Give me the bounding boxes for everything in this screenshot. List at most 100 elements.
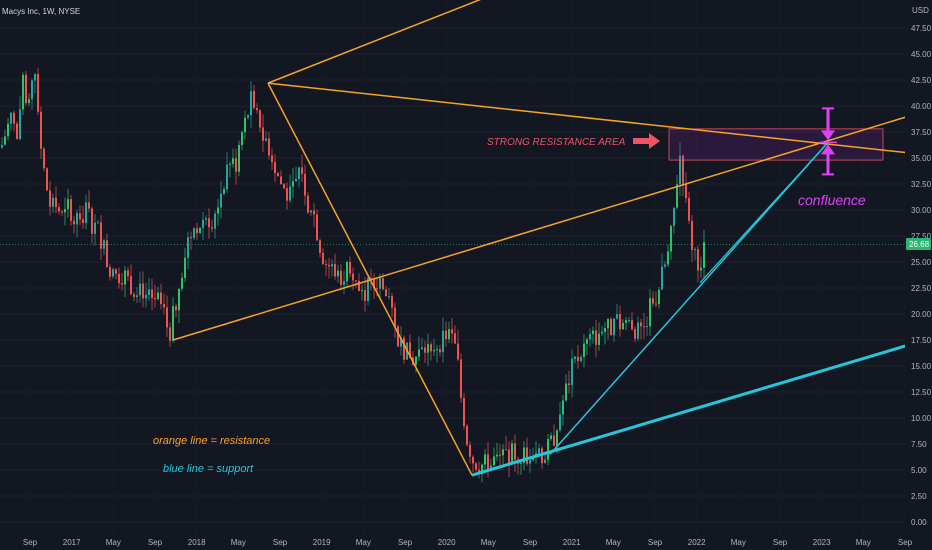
candle-down — [445, 330, 447, 340]
symbol-title[interactable]: Macys Inc, 1W, NYSE — [2, 7, 80, 16]
candle-down — [196, 228, 198, 234]
confluence-markers — [819, 107, 837, 176]
price-axis[interactable]: USD 0.00 2.50 5.00 7.50 10.00 12.50 15.00 17.50… — [905, 0, 932, 550]
candle-up — [583, 343, 585, 357]
candle-down — [88, 202, 90, 209]
y-tick-label: 30.00 — [911, 206, 932, 215]
candle-up — [136, 295, 138, 298]
y-tick-label: 35.00 — [911, 154, 932, 163]
candle-down — [469, 444, 471, 457]
candle-up — [565, 383, 567, 401]
candle-up — [379, 278, 381, 289]
candle-down — [46, 168, 48, 191]
candle-down — [16, 123, 18, 139]
x-tick-label: Sep — [523, 538, 538, 547]
candle-up — [7, 123, 9, 137]
candle-down — [397, 326, 399, 347]
candle-up — [586, 339, 588, 344]
candle-up — [337, 270, 339, 277]
candle-down — [466, 426, 468, 445]
x-tick-label: 2023 — [813, 538, 831, 547]
candle-up — [157, 292, 159, 300]
candle-up — [343, 281, 345, 285]
x-tick-label: Sep — [148, 538, 163, 547]
candle-up — [574, 356, 576, 359]
candle-down — [160, 292, 162, 305]
last-price-tag — [906, 238, 931, 250]
candle-up — [22, 74, 24, 110]
candle-up — [199, 227, 201, 234]
candle-down — [328, 264, 330, 267]
candle-down — [286, 188, 288, 201]
candle-down — [385, 289, 387, 297]
candle-up — [187, 237, 189, 258]
y-tick-label: 2.50 — [911, 492, 927, 501]
candle-up — [52, 197, 54, 207]
candle-down — [568, 383, 570, 386]
candle-down — [43, 148, 45, 169]
confluence-label: confluence — [798, 192, 866, 208]
candle-down — [655, 303, 657, 305]
candle-down — [391, 296, 393, 308]
candle-up — [400, 337, 402, 347]
candle-up — [10, 112, 12, 124]
candle-up — [4, 136, 6, 145]
candle-up — [31, 80, 33, 100]
candle-up — [490, 465, 492, 471]
resistance-line — [267, 82, 473, 476]
candle-down — [499, 454, 501, 456]
time-axis[interactable]: Sep 2017 May Sep 2018 May Sep 2019 May Sep 2020 May… — [0, 536, 913, 550]
candle-down — [262, 127, 264, 141]
candle-down — [49, 190, 51, 207]
candle-down — [577, 356, 579, 361]
candle-down — [430, 344, 432, 352]
candle-up — [616, 314, 618, 319]
candle-up — [673, 207, 675, 226]
candle-up — [229, 163, 231, 165]
candle-up — [562, 400, 564, 415]
candle-down — [109, 267, 111, 277]
x-tick-label: May — [856, 538, 871, 547]
candle-down — [376, 288, 378, 290]
candle-up — [193, 228, 195, 238]
candle-down — [463, 397, 465, 427]
candle-up — [520, 462, 522, 464]
grid — [0, 27, 905, 523]
x-tick-label: 2021 — [563, 538, 581, 547]
candle-up — [97, 222, 99, 224]
candle-up — [646, 326, 648, 328]
candle-down — [325, 263, 327, 265]
candle-down — [151, 289, 153, 299]
candle-up — [223, 189, 225, 194]
candle-up — [67, 199, 69, 210]
candle-up — [85, 202, 87, 223]
candle-up — [427, 344, 429, 353]
candle-up — [496, 454, 498, 457]
candle-down — [454, 333, 456, 344]
candle-down — [70, 199, 72, 221]
candle-up — [178, 288, 180, 311]
candle-up — [649, 298, 651, 327]
candle-up — [76, 213, 78, 225]
candle-up — [571, 358, 573, 386]
candle-up — [598, 333, 600, 345]
candle-up — [181, 277, 183, 289]
candle-up — [217, 207, 219, 214]
y-tick-label: 15.00 — [911, 362, 932, 371]
x-tick-label: 2018 — [188, 538, 206, 547]
candle-down — [37, 74, 39, 112]
y-tick-label: 12.50 — [911, 388, 932, 397]
time-axis-bg — [0, 536, 905, 550]
candle-down — [358, 280, 360, 292]
candle-down — [91, 208, 93, 234]
support-line — [699, 141, 829, 284]
candle-down — [652, 298, 654, 304]
candle-down — [691, 220, 693, 251]
candle-down — [106, 240, 108, 268]
x-tick-label: Sep — [773, 538, 788, 547]
candle-down — [13, 112, 15, 124]
candle-up — [346, 261, 348, 282]
resistance-arrow-icon — [633, 133, 660, 149]
candle-up — [592, 330, 594, 335]
